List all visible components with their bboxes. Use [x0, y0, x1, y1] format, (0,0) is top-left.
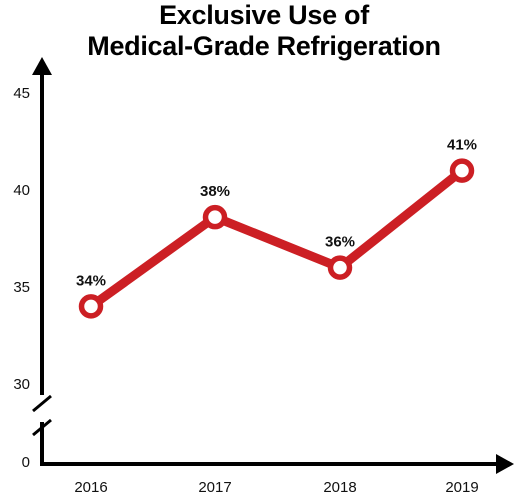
chart-title-line-2: Medical-Grade Refrigeration	[87, 31, 441, 61]
chart-title: Exclusive Use of Medical-Grade Refrigera…	[0, 0, 528, 62]
data-label: 36%	[325, 234, 355, 251]
series-line	[86, 166, 467, 311]
x-tick-label: 2017	[198, 479, 231, 496]
data-label: 34%	[76, 272, 106, 289]
y-axis-break-mark	[32, 418, 52, 437]
data-point-marker	[449, 158, 475, 183]
y-tick-label-zero: 0	[22, 454, 30, 471]
axes	[32, 57, 514, 474]
data-label: 38%	[200, 183, 230, 200]
y-tick-label: 40	[13, 182, 30, 199]
chart-title-line-1: Exclusive Use of	[159, 0, 369, 30]
y-axis-arrow	[32, 57, 52, 75]
x-axis-arrow	[496, 454, 514, 474]
data-point-marker	[78, 294, 104, 319]
data-point-marker	[327, 255, 353, 280]
x-tick-label: 2016	[74, 479, 107, 496]
data-label: 41%	[447, 137, 477, 154]
y-tick-label: 35	[13, 279, 30, 296]
y-tick-label: 45	[13, 85, 30, 102]
x-tick-label: 2018	[323, 479, 356, 496]
y-tick-label: 30	[13, 376, 30, 393]
x-tick-label: 2019	[445, 479, 478, 496]
data-point-marker	[202, 204, 228, 230]
y-axis-break-mark	[32, 394, 52, 413]
